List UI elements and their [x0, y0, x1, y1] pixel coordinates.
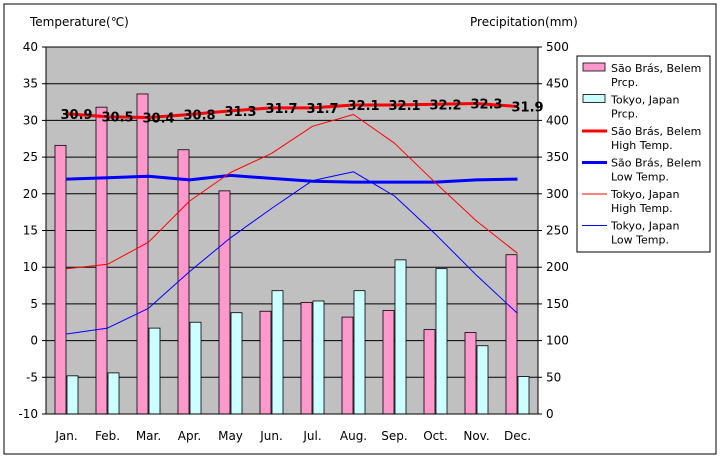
- bar-belem-precip: [341, 316, 354, 415]
- x-tick-label: Jan.: [54, 429, 77, 443]
- bar-belem-precip: [505, 254, 518, 415]
- y-left-tick-label: -5: [26, 370, 38, 384]
- lines: [66, 102, 518, 335]
- y-right-tick-label: 0: [546, 407, 554, 421]
- x-tick-label: Feb.: [95, 429, 120, 443]
- y-right-tick-label: 100: [546, 334, 569, 348]
- data-label-belem-high: 31.7: [307, 102, 339, 117]
- data-labels: 30.9 30.5 30.4 30.8 31.3 31.7 31.7 32.1 32.1 32.2…: [61, 98, 544, 127]
- y-right-tick-label: 400: [546, 113, 569, 127]
- data-label-belem-high: 30.4: [143, 111, 175, 126]
- y-left-tick-label: -10: [18, 407, 38, 421]
- y-right-tick-label: 500: [546, 40, 569, 54]
- bar-belem-precip: [259, 310, 272, 415]
- bar-tokyo-precip: [148, 327, 161, 415]
- y-left-tick-label: 35: [23, 77, 38, 91]
- legend-tokyo-high-label: Tokyo, Japan: [610, 188, 679, 201]
- legend-belem-precip-label: Prcp.: [611, 76, 638, 89]
- legend-belem-high-label: High Temp.: [611, 139, 673, 152]
- legend-belem-precip-swatch: [582, 62, 606, 72]
- legend-belem-high-label: São Brás, Belem: [611, 125, 701, 138]
- line-belem-high-temp: [66, 102, 518, 119]
- y-left-tick-label: 15: [23, 224, 38, 238]
- x-tick-label: Mar.: [136, 429, 161, 443]
- x-tick-label: Sep.: [381, 429, 407, 443]
- data-label-belem-high: 32.2: [430, 98, 462, 113]
- bar-belem-precip: [300, 302, 313, 415]
- data-label-belem-high: 31.9: [512, 100, 544, 115]
- y-right-tick-label: 450: [546, 77, 569, 91]
- y-right-tick-label: 200: [546, 260, 569, 274]
- legend-tokyo-precip-label: Tokyo, Japan: [610, 94, 679, 107]
- y-right-tick-label: 350: [546, 150, 569, 164]
- y-right-tick-label: 300: [546, 187, 569, 201]
- bar-belem-precip: [136, 93, 149, 415]
- bar-tokyo-precip: [230, 312, 243, 415]
- legend-tokyo-precip-swatch: [582, 94, 606, 103]
- legend-box: [576, 55, 711, 253]
- data-label-belem-high: 32.1: [348, 99, 380, 114]
- bar-belem-precip: [95, 106, 108, 415]
- bar-belem-precip: [177, 149, 190, 415]
- x-tick-label: Dec.: [504, 429, 531, 443]
- data-label-belem-high: 30.8: [184, 109, 216, 124]
- data-label-belem-high: 30.5: [102, 111, 134, 126]
- x-tick-label: Aug.: [340, 429, 367, 443]
- data-label-belem-high: 31.3: [225, 105, 257, 120]
- y-left-tick-label: 25: [23, 150, 38, 164]
- x-tick-label: Apr.: [178, 429, 201, 443]
- legend-tokyo-high-label: High Temp.: [611, 202, 673, 215]
- x-tick-label: Jun.: [259, 429, 283, 443]
- bar-tokyo-precip: [517, 376, 530, 415]
- right-axis-title: Precipitation(mm): [470, 15, 578, 29]
- x-tick-label: Jul.: [302, 429, 321, 443]
- bar-tokyo-precip: [66, 375, 79, 415]
- plot-frame: [45, 46, 539, 415]
- data-label-belem-high: 32.1: [389, 99, 421, 114]
- x-tick-label: Oct.: [423, 429, 448, 443]
- bar-tokyo-precip: [435, 268, 448, 415]
- y-right-tick-label: 150: [546, 297, 569, 311]
- bar-tokyo-precip: [394, 259, 407, 415]
- y-right-tick-label: 50: [546, 370, 561, 384]
- line-belem-low-temp: [66, 173, 518, 184]
- axes: -10-505101520253035400501001502002503003…: [18, 40, 569, 443]
- x-tick-label: Nov.: [463, 429, 489, 443]
- bar-tokyo-precip: [312, 300, 325, 415]
- data-label-belem-high: 30.9: [61, 108, 93, 123]
- bar-belem-precip: [54, 144, 67, 415]
- y-left-tick-label: 10: [23, 260, 38, 274]
- bar-tokyo-precip: [107, 372, 120, 415]
- legend-tokyo-low-label: Low Temp.: [611, 234, 669, 247]
- line-tokyo-low-temp: [66, 171, 518, 335]
- x-tick-label: May: [218, 429, 243, 443]
- bar-belem-precip: [423, 329, 436, 415]
- legend-belem-low-label: São Brás, Belem: [611, 157, 701, 170]
- y-right-tick-label: 250: [546, 224, 569, 238]
- y-left-tick-label: 0: [30, 334, 38, 348]
- left-axis-title: Temperature(℃): [29, 15, 129, 29]
- bar-tokyo-precip: [189, 321, 202, 415]
- bar-tokyo-precip: [476, 345, 489, 415]
- legend-tokyo-precip-label: Prcp.: [611, 108, 638, 121]
- legend-belem-precip-label: São Brás, Belem: [611, 62, 701, 75]
- y-left-tick-label: 40: [23, 40, 38, 54]
- bar-belem-precip: [218, 190, 231, 415]
- y-left-tick-label: 30: [23, 113, 38, 127]
- bar-belem-precip: [464, 332, 477, 415]
- y-left-tick-label: 5: [30, 297, 38, 311]
- y-left-tick-label: 20: [23, 187, 38, 201]
- data-label-belem-high: 32.3: [471, 98, 503, 113]
- bar-belem-precip: [382, 310, 395, 415]
- legend-tokyo-low-label: Tokyo, Japan: [610, 220, 679, 233]
- line-tokyo-high-temp: [66, 114, 518, 270]
- bar-tokyo-precip: [271, 290, 284, 415]
- gridlines: [46, 83, 538, 378]
- data-label-belem-high: 31.7: [266, 102, 298, 117]
- legend-belem-low-label: Low Temp.: [611, 171, 669, 184]
- bar-tokyo-precip: [353, 290, 366, 415]
